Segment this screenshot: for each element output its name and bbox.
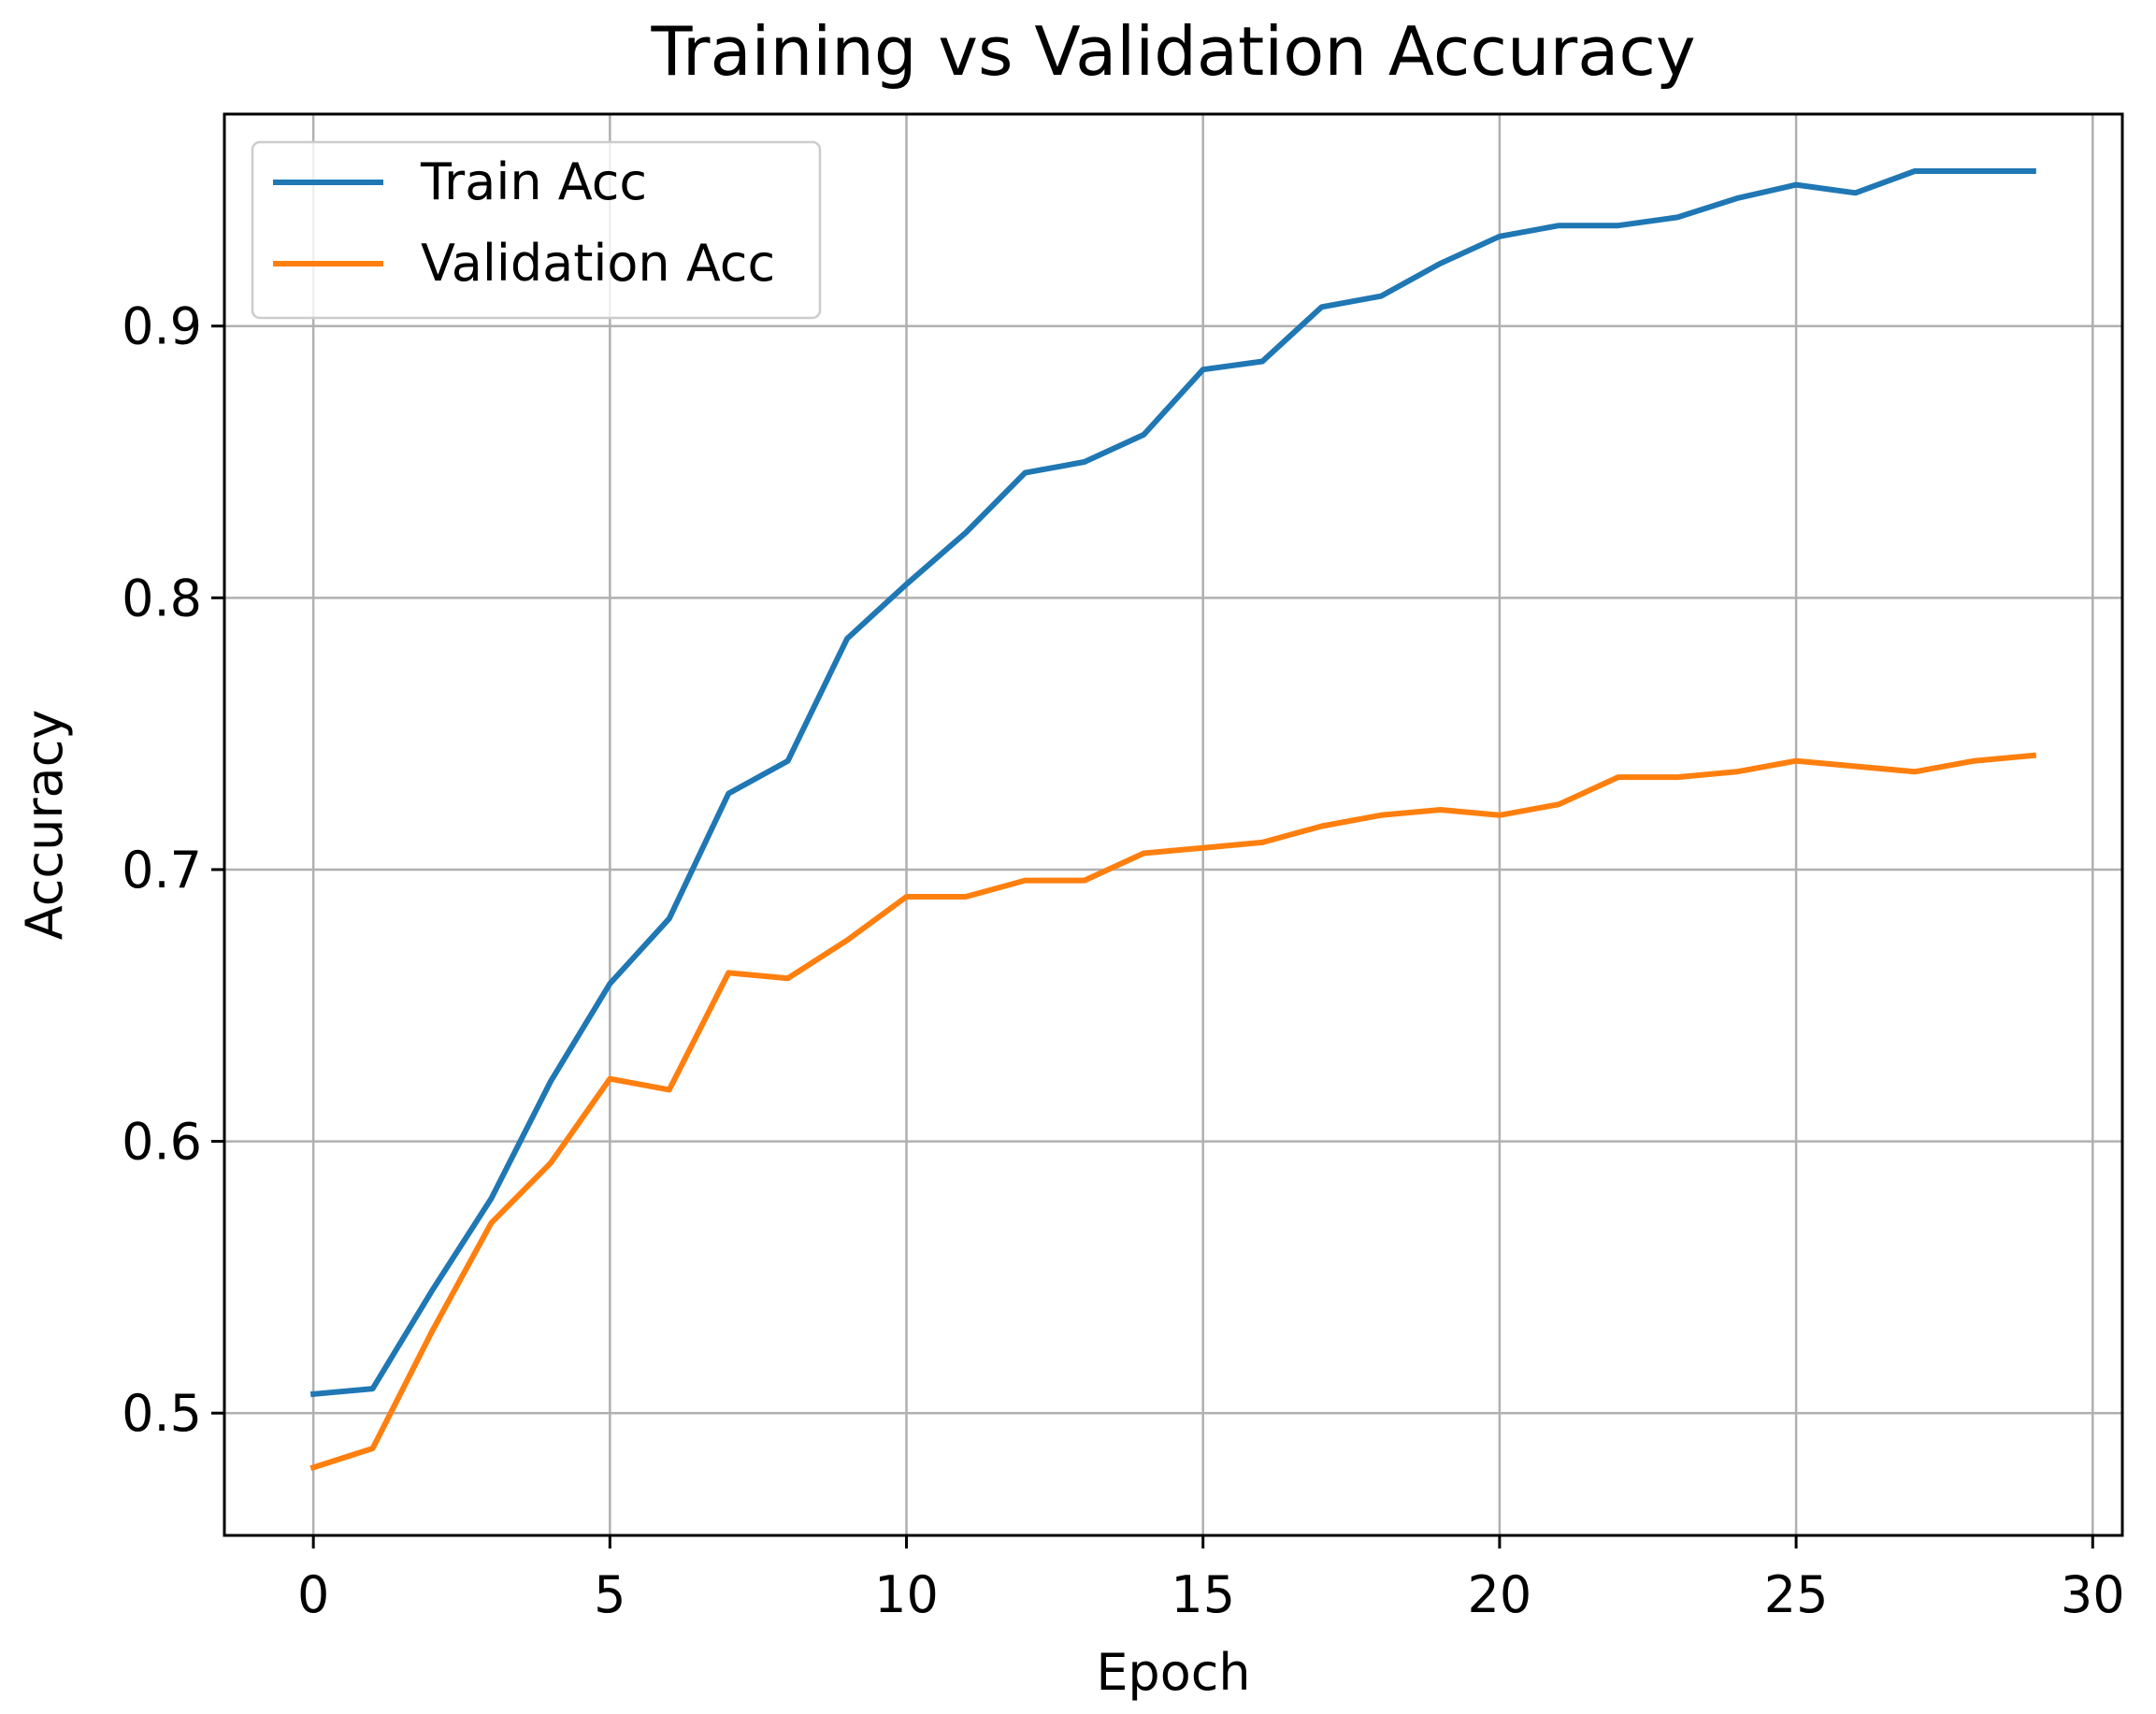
x-tick-label: 10 — [874, 1565, 939, 1624]
x-tick-label: 0 — [297, 1565, 329, 1624]
legend-label-train: Train Acc — [420, 152, 647, 211]
chart-title: Training vs Validation Accuracy — [650, 12, 1695, 91]
train-acc-line — [309, 168, 2036, 1398]
y-axis-label: Accuracy — [15, 710, 74, 941]
x-tick-label: 25 — [1764, 1565, 1829, 1624]
x-tick-label: 5 — [594, 1565, 625, 1624]
grid-lines — [224, 114, 2122, 1535]
legend-box — [251, 140, 822, 320]
legend: Train Acc Validation Acc — [251, 140, 822, 320]
y-tick-label: 0.7 — [122, 841, 202, 900]
plot-area-frame — [223, 112, 2124, 1537]
legend-label-validation: Validation Acc — [421, 234, 775, 293]
x-tick-label: 15 — [1171, 1565, 1235, 1624]
x-tick-label: 20 — [1468, 1565, 1532, 1624]
series-lines — [309, 168, 2037, 1472]
y-tick-label: 0.5 — [122, 1384, 202, 1443]
y-tick-label: 0.8 — [122, 569, 202, 627]
x-tick-label: 30 — [2061, 1565, 2125, 1624]
y-tick-label: 0.9 — [122, 297, 202, 356]
validation-acc-line — [309, 752, 2037, 1472]
y-tick-label: 0.6 — [122, 1113, 202, 1172]
axis-ticks: 0 5 10 15 20 25 30 0.5 0.6 0.7 0.8 0.9 — [122, 297, 2125, 1624]
x-axis-label: Epoch — [1096, 1643, 1250, 1702]
